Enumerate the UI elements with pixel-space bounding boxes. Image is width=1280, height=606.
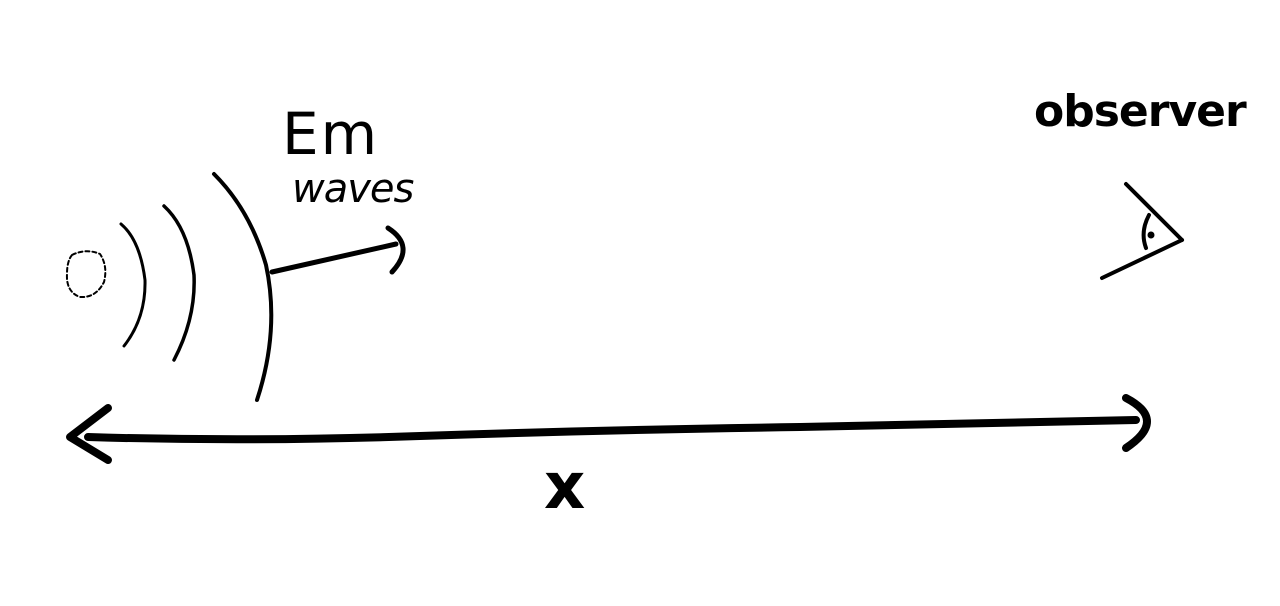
propagation-arrow bbox=[269, 225, 406, 275]
eye-icon bbox=[1100, 182, 1184, 280]
source-icon bbox=[65, 250, 107, 299]
em-label: Em bbox=[282, 100, 380, 168]
distance-arrow bbox=[66, 394, 1151, 464]
wavefront-3 bbox=[212, 172, 274, 402]
distance-label: x bbox=[544, 450, 586, 524]
wavefront-2 bbox=[162, 204, 196, 362]
wavefront-1 bbox=[119, 222, 147, 348]
waves-label: waves bbox=[292, 166, 414, 212]
observer-label: observer bbox=[1034, 86, 1247, 137]
